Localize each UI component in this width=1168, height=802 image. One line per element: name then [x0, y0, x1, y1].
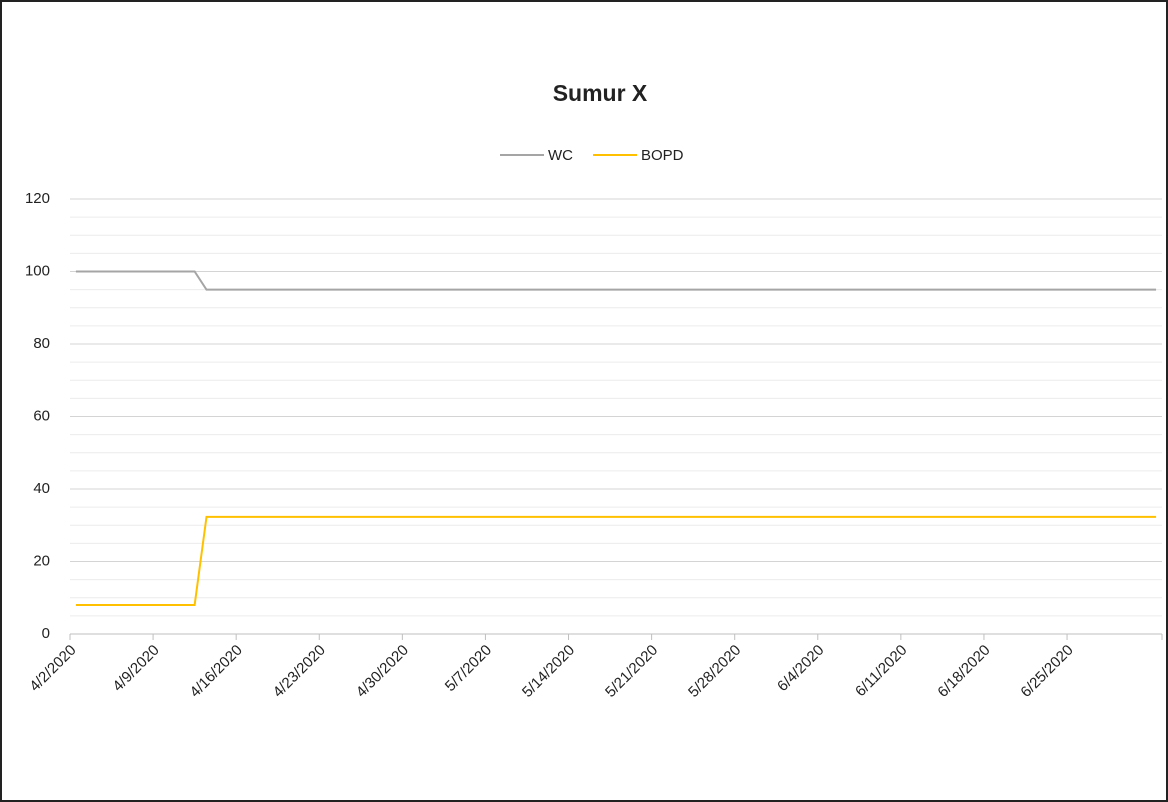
y-tick-label: 20	[33, 552, 50, 569]
chart-title: Sumur X	[553, 80, 648, 106]
legend-label: WC	[548, 147, 573, 164]
series-line	[75, 515, 1157, 606]
y-tick-label: 120	[25, 190, 50, 207]
y-tick-label: 100	[25, 262, 50, 279]
y-tick-label: 60	[33, 407, 50, 424]
y-tick-label: 80	[33, 335, 50, 352]
y-tick-label: 40	[33, 480, 50, 497]
series-line	[75, 270, 1157, 291]
y-tick-label: 0	[42, 625, 50, 642]
legend-label: BOPD	[641, 147, 684, 164]
